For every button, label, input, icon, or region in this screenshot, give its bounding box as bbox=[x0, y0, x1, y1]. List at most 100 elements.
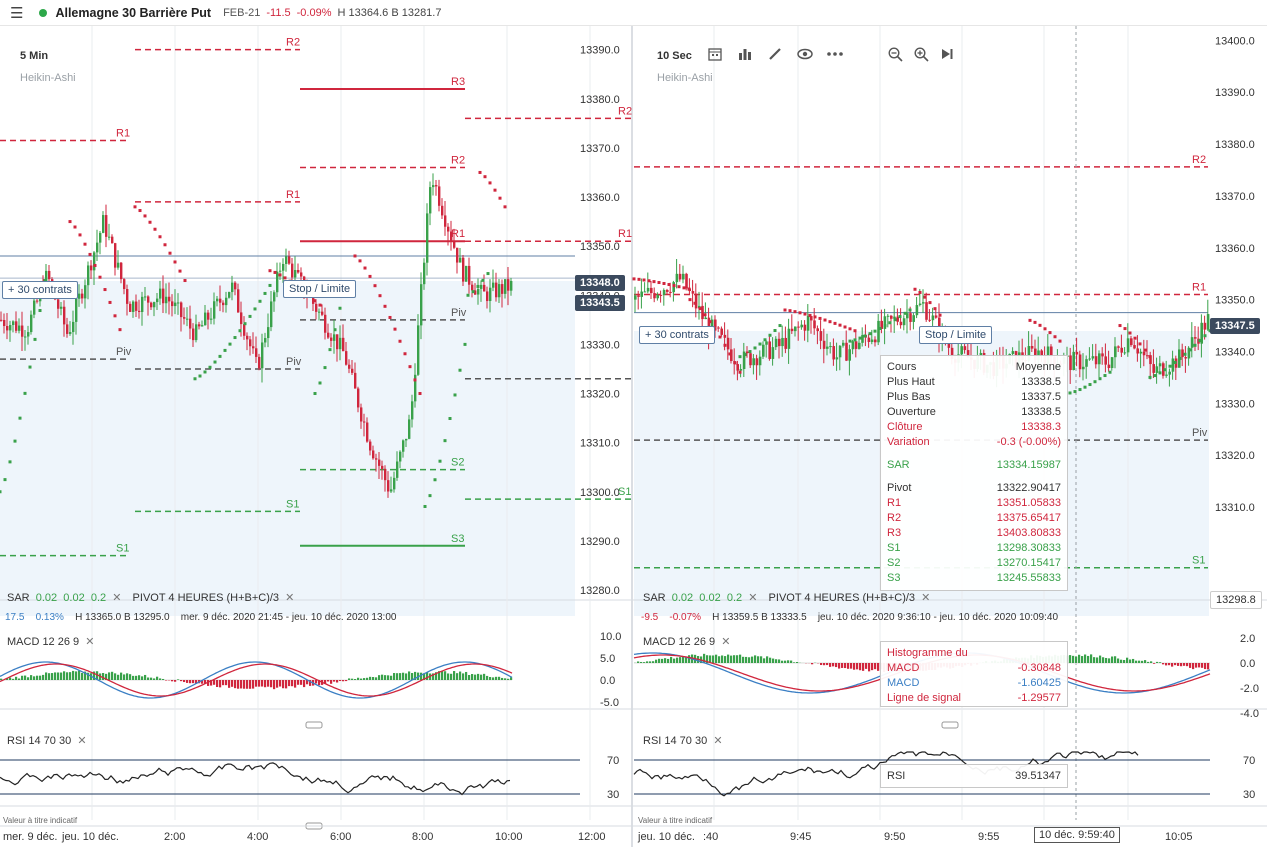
right-macd-histogram-bar bbox=[646, 661, 649, 663]
eye-icon[interactable] bbox=[796, 45, 814, 63]
left-macd-histogram-bar bbox=[162, 678, 165, 680]
right-macd-histogram-bar bbox=[1153, 663, 1156, 664]
left-candle bbox=[339, 337, 342, 350]
sar-dot bbox=[378, 294, 382, 298]
right-y-tick-label: 13390.0 bbox=[1215, 87, 1255, 99]
right-candle bbox=[1117, 346, 1120, 348]
right-macd-histogram-bar bbox=[820, 663, 823, 666]
calendar-icon[interactable] bbox=[706, 45, 724, 63]
close-icon[interactable]: ✕ bbox=[718, 636, 731, 648]
sar-dot bbox=[703, 313, 707, 317]
sar-dot bbox=[1028, 318, 1032, 322]
close-icon[interactable]: ✕ bbox=[710, 735, 723, 747]
left-candle bbox=[9, 325, 12, 331]
close-icon[interactable]: ✕ bbox=[918, 592, 931, 604]
charts-canvas[interactable]: 13390.0 13380.0 13370.0 13360.0 13350.0 13340… bbox=[0, 26, 1267, 847]
left-candle bbox=[228, 292, 231, 298]
left-macd-histogram-bar bbox=[486, 675, 489, 680]
sar-dot bbox=[738, 355, 742, 359]
pivot-label: S3 bbox=[451, 533, 464, 545]
left-macd-histogram-bar bbox=[453, 671, 456, 680]
right-macd-histogram-bar bbox=[1096, 657, 1099, 663]
left-candle bbox=[225, 297, 228, 306]
left-rsi-label[interactable]: RSI 14 70 30 ✕ bbox=[7, 734, 87, 747]
sar-dot bbox=[883, 324, 887, 328]
tooltip-value: -0.3 (-0.00%) bbox=[996, 436, 1061, 448]
left-contracts-label[interactable]: + 30 contrats bbox=[2, 281, 78, 299]
right-macd-histogram-bar bbox=[772, 658, 775, 663]
left-candle bbox=[156, 298, 159, 303]
right-contracts-label[interactable]: + 30 contrats bbox=[639, 326, 715, 344]
right-macd-histogram-bar bbox=[844, 663, 847, 669]
right-macd-histogram-bar bbox=[1204, 663, 1207, 670]
right-sar-label[interactable]: SAR 0.02 0.02 0.2 ✕ PIVOT 4 HEURES (H+B+… bbox=[643, 591, 930, 604]
right-candle bbox=[890, 315, 893, 319]
left-timeframe[interactable]: 5 Min bbox=[20, 50, 49, 62]
sar-dot bbox=[23, 391, 27, 395]
left-macd-histogram-bar bbox=[483, 673, 486, 680]
more-icon[interactable] bbox=[826, 45, 844, 63]
right-macd-histogram-bar bbox=[823, 663, 826, 666]
sar-dot bbox=[153, 227, 157, 231]
sar-dot bbox=[408, 365, 412, 369]
sar-dot bbox=[1183, 352, 1187, 356]
left-macd-histogram-bar bbox=[132, 675, 135, 680]
zoom-out-icon[interactable] bbox=[886, 45, 904, 63]
sar-dot bbox=[863, 334, 867, 338]
left-macd-histogram-bar bbox=[12, 678, 15, 680]
left-candle bbox=[351, 368, 354, 373]
sar-dot bbox=[183, 279, 187, 283]
left-macd-histogram-bar bbox=[153, 678, 156, 680]
zoom-in-icon[interactable] bbox=[912, 45, 930, 63]
close-icon[interactable]: ✕ bbox=[82, 636, 95, 648]
pencil-icon[interactable] bbox=[766, 45, 784, 63]
right-macd-histogram-bar bbox=[736, 655, 739, 663]
close-icon[interactable]: ✕ bbox=[109, 592, 122, 604]
sar-dot bbox=[652, 280, 656, 284]
close-icon[interactable]: ✕ bbox=[282, 592, 295, 604]
pivot-label: S2 bbox=[451, 457, 464, 469]
right-candle bbox=[742, 351, 746, 369]
jump-to-end-icon[interactable] bbox=[938, 45, 956, 63]
rsi-tooltip-value: 39.51347 bbox=[1015, 770, 1061, 782]
left-macd-label[interactable]: MACD 12 26 9 ✕ bbox=[7, 635, 95, 648]
right-rsi-label[interactable]: RSI 14 70 30 ✕ bbox=[643, 734, 723, 747]
left-sar-label[interactable]: SAR 0.02 0.02 0.2 ✕ PIVOT 4 HEURES (H+B+… bbox=[7, 591, 294, 604]
left-price-tag-lower: 13343.5 bbox=[575, 295, 625, 311]
sar-dot bbox=[398, 339, 402, 343]
right-macd-histogram-bar bbox=[760, 656, 763, 663]
close-icon[interactable]: ✕ bbox=[74, 735, 87, 747]
left-candle bbox=[216, 298, 219, 302]
left-candle bbox=[159, 288, 162, 299]
left-candle bbox=[105, 215, 108, 237]
pivot-label: R3 bbox=[451, 76, 465, 88]
right-macd-histogram-bar bbox=[742, 656, 745, 663]
sar-dot bbox=[913, 287, 917, 291]
left-candle bbox=[444, 215, 447, 227]
sar-dot bbox=[1163, 368, 1167, 372]
pane-resize-handle bbox=[305, 721, 323, 729]
left-candle bbox=[363, 421, 366, 423]
right-timeframe[interactable]: 10 Sec bbox=[657, 50, 692, 62]
instrument-name[interactable]: Allemagne 30 Barrière Put bbox=[55, 5, 212, 20]
bar-chart-icon[interactable] bbox=[736, 45, 754, 63]
right-candle bbox=[707, 317, 711, 335]
left-macd-histogram-bar bbox=[291, 680, 294, 687]
sar-dot bbox=[3, 478, 7, 482]
menu-icon[interactable]: ☰ bbox=[10, 4, 24, 22]
left-candle bbox=[204, 312, 207, 326]
left-candle bbox=[237, 289, 240, 313]
right-stop-limit-label[interactable]: Stop / Limite bbox=[919, 326, 993, 344]
right-macd-histogram-bar bbox=[751, 656, 754, 663]
left-candle bbox=[360, 407, 363, 422]
left-candle bbox=[27, 332, 30, 337]
close-icon[interactable]: ✕ bbox=[745, 592, 758, 604]
left-candle bbox=[393, 477, 396, 490]
left-stop-limit-label[interactable]: Stop / Limite bbox=[283, 280, 357, 298]
sar-dot bbox=[486, 272, 490, 276]
right-macd-label[interactable]: MACD 12 26 9 ✕ bbox=[643, 635, 731, 648]
left-candle bbox=[96, 242, 99, 253]
left-candle bbox=[123, 279, 126, 290]
tooltip-value: 13337.5 bbox=[1021, 391, 1061, 403]
sar-dot bbox=[672, 284, 676, 288]
